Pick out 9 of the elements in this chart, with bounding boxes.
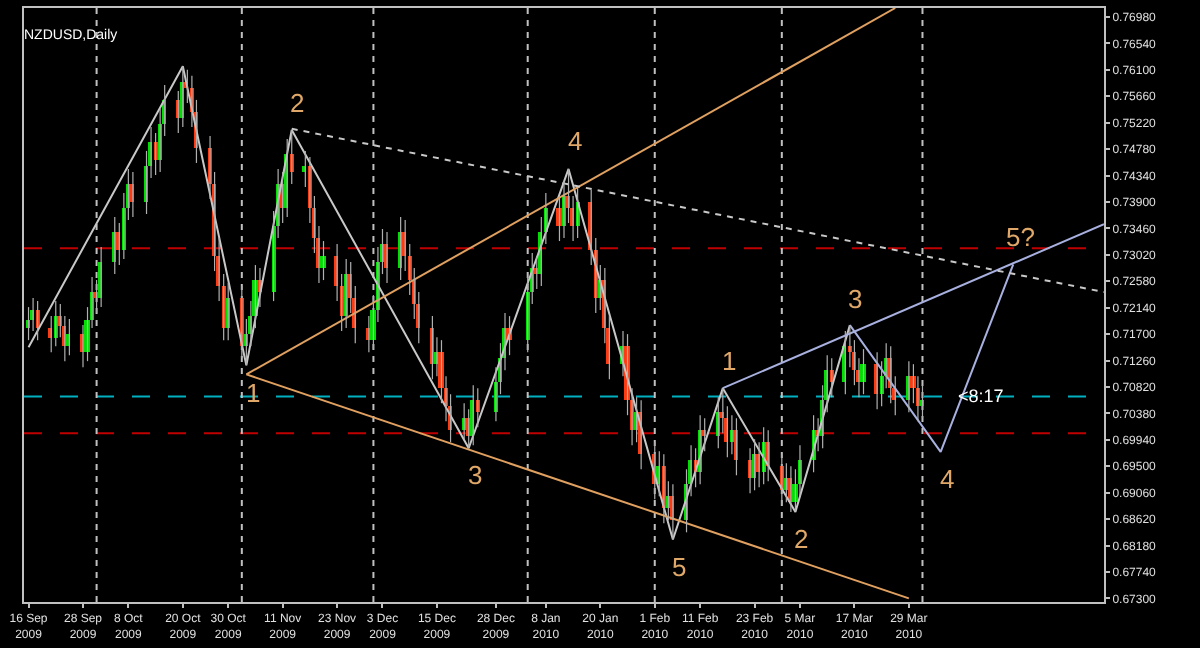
- annotation: 5: [672, 552, 687, 582]
- annotation: 3: [468, 460, 483, 490]
- annotation: 5?: [1006, 222, 1035, 252]
- annotation: 4: [940, 464, 955, 494]
- annotation: 2: [290, 88, 305, 118]
- annotation: 1: [722, 346, 737, 376]
- annotation: 4: [568, 126, 583, 156]
- annotation: 2: [794, 524, 809, 554]
- annotation: 3: [848, 284, 863, 314]
